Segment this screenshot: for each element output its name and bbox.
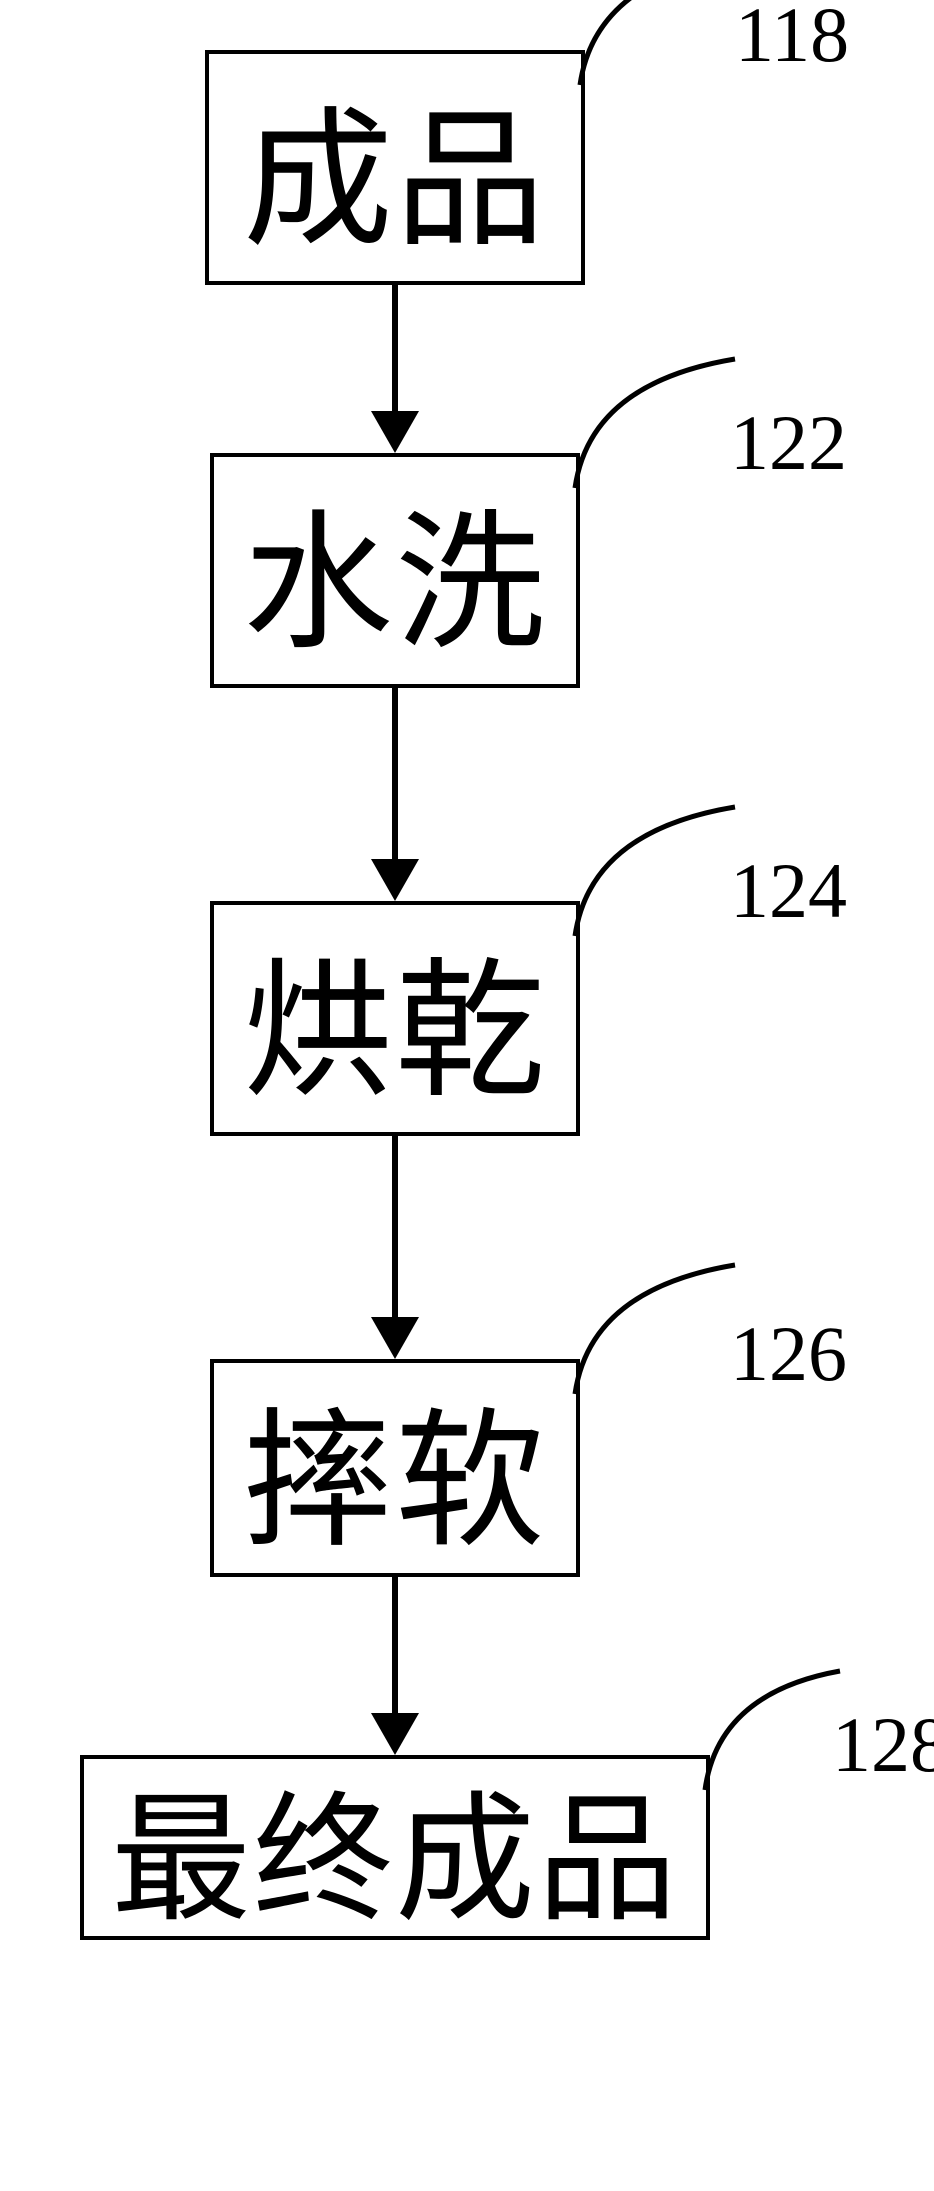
node-label: 水洗 [243, 462, 547, 679]
arrow-shaft [392, 1577, 398, 1715]
arrow-head [371, 411, 419, 453]
flow-node-n128: 最终成品 [80, 1755, 710, 1940]
ref-number-n124: 124 [730, 846, 847, 936]
ref-connector-n122 [570, 353, 750, 493]
arrow-shaft [392, 1136, 398, 1319]
node-label: 摔软 [243, 1360, 547, 1577]
arrow-down-icon [371, 1136, 419, 1359]
node-label: 烘乾 [243, 910, 547, 1127]
flow-node-n118: 成品 [205, 50, 585, 285]
arrow-down-icon [371, 1577, 419, 1755]
arrow-down-icon [371, 688, 419, 901]
ref-connector-n124 [570, 801, 750, 941]
flowchart-container: 成品118 水洗122 烘乾124 摔软126 最终成品128 [80, 50, 710, 1940]
arrow-head [371, 859, 419, 901]
ref-connector-n118 [575, 0, 755, 90]
flow-node-n124: 烘乾 [210, 901, 580, 1136]
ref-number-n118: 118 [735, 0, 849, 80]
ref-number-n126: 126 [730, 1309, 847, 1399]
arrow-head [371, 1317, 419, 1359]
ref-connector-n128 [700, 1665, 850, 1795]
node-label: 最终成品 [111, 1747, 679, 1949]
arrow-down-icon [371, 285, 419, 453]
node-wrap-n118: 成品118 [205, 50, 585, 285]
node-wrap-n124: 烘乾124 [210, 901, 580, 1136]
node-label: 成品 [243, 59, 547, 276]
node-wrap-n122: 水洗122 [210, 453, 580, 688]
arrow-shaft [392, 285, 398, 413]
node-wrap-n128: 最终成品128 [80, 1755, 710, 1940]
flow-node-n122: 水洗 [210, 453, 580, 688]
ref-number-n122: 122 [730, 398, 847, 488]
ref-number-n128: 128 [832, 1700, 934, 1790]
ref-connector-n126 [570, 1259, 750, 1399]
node-wrap-n126: 摔软126 [210, 1359, 580, 1577]
flow-node-n126: 摔软 [210, 1359, 580, 1577]
arrow-shaft [392, 688, 398, 861]
